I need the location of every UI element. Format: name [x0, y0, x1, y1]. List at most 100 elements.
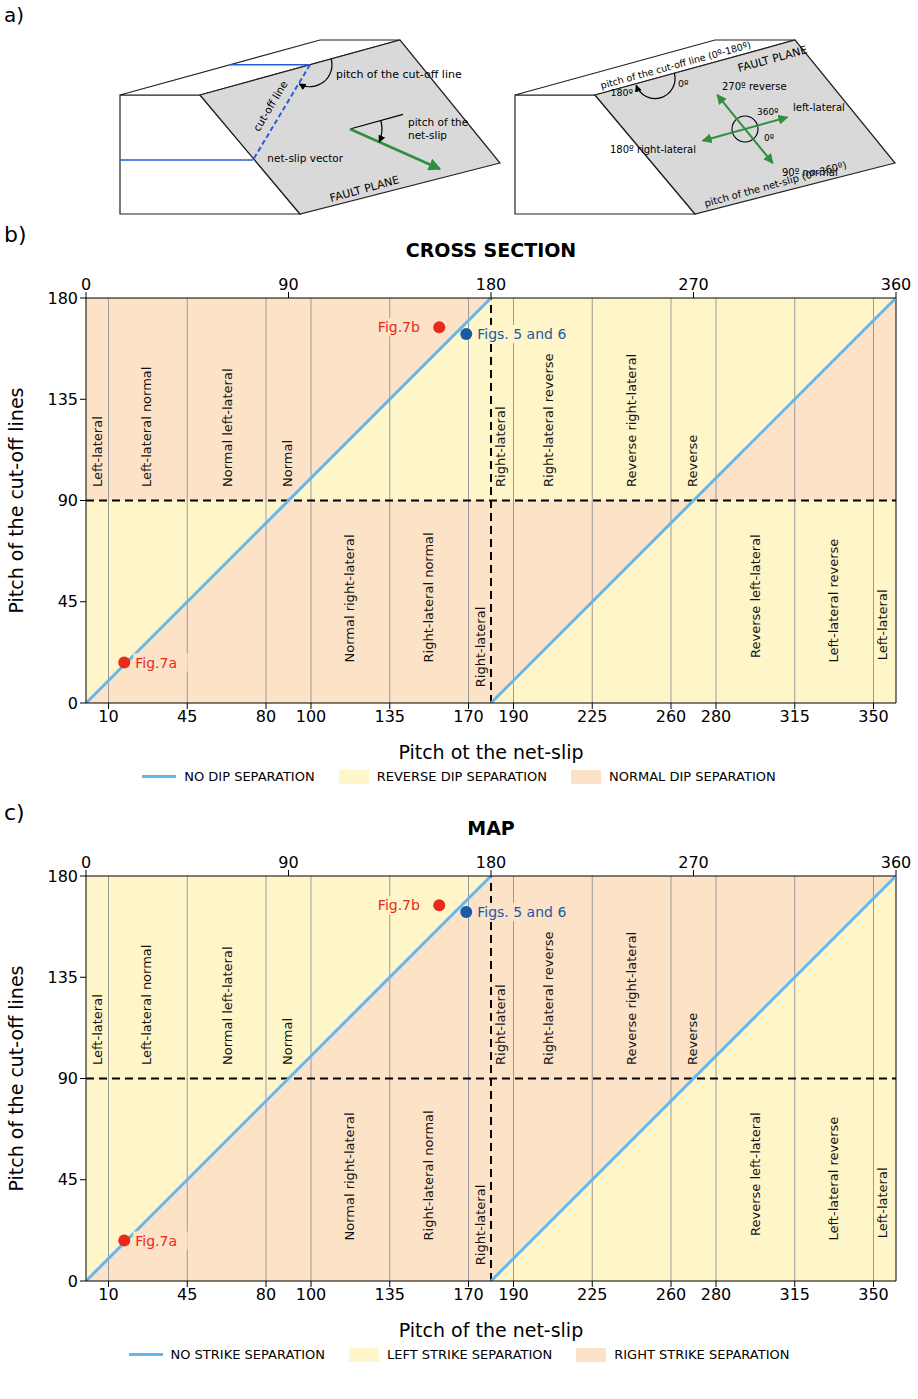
svg-text:FAULT PLANE: FAULT PLANE [328, 173, 400, 205]
svg-text:360: 360 [881, 275, 912, 294]
svg-text:280: 280 [701, 707, 732, 726]
svg-text:Left-lateral: Left-lateral [875, 590, 890, 661]
svg-text:280: 280 [701, 1285, 732, 1304]
svg-text:Normal left-lateral: Normal left-lateral [220, 368, 235, 487]
svg-text:90: 90 [58, 491, 78, 510]
svg-text:Reverse left-lateral: Reverse left-lateral [748, 534, 763, 658]
svg-text:Figs. 5 and 6: Figs. 5 and 6 [477, 904, 566, 920]
svg-text:135: 135 [374, 707, 405, 726]
svg-text:0: 0 [81, 275, 91, 294]
svg-text:Right-lateral: Right-lateral [473, 1185, 488, 1266]
svg-text:350: 350 [858, 707, 889, 726]
svg-text:10: 10 [98, 707, 118, 726]
svg-text:Fig.7a: Fig.7a [135, 1233, 177, 1249]
svg-text:270: 270 [678, 275, 709, 294]
svg-text:left-lateral: left-lateral [793, 102, 845, 113]
svg-text:0º: 0º [678, 78, 689, 89]
svg-text:Right-lateral reverse: Right-lateral reverse [541, 931, 556, 1065]
svg-text:190: 190 [498, 1285, 529, 1304]
svg-text:260: 260 [656, 1285, 687, 1304]
svg-text:10: 10 [98, 1285, 118, 1304]
svg-text:180º right-lateral: 180º right-lateral [610, 144, 696, 155]
svg-text:90: 90 [278, 853, 298, 872]
svg-text:100: 100 [296, 707, 327, 726]
svg-text:Left-lateral: Left-lateral [875, 1168, 890, 1239]
svg-text:Left-lateral reverse: Left-lateral reverse [826, 539, 841, 663]
svg-text:315: 315 [779, 707, 810, 726]
svg-text:Figs. 5 and 6: Figs. 5 and 6 [477, 326, 566, 342]
svg-text:180º: 180º [610, 87, 633, 98]
svg-text:pitch of the cut-off line: pitch of the cut-off line [336, 68, 462, 81]
svg-text:Pitch ot the net-slip: Pitch ot the net-slip [398, 741, 583, 763]
svg-text:0º: 0º [764, 133, 774, 143]
svg-text:Fig.7b: Fig.7b [378, 319, 420, 335]
svg-text:Normal right-lateral: Normal right-lateral [342, 1112, 357, 1240]
svg-text:net-slip: net-slip [408, 129, 447, 141]
svg-text:Pitch of the net-slip: Pitch of the net-slip [399, 1319, 583, 1341]
svg-text:225: 225 [577, 707, 608, 726]
svg-text:360: 360 [881, 853, 912, 872]
svg-text:Reverse right-lateral: Reverse right-lateral [624, 932, 639, 1065]
svg-text:135: 135 [374, 1285, 405, 1304]
svg-text:0: 0 [68, 1272, 78, 1291]
svg-text:Pitch of the cut-off lines: Pitch of the cut-off lines [5, 966, 27, 1192]
svg-text:Reverse: Reverse [685, 435, 700, 487]
svg-text:Right-lateral normal: Right-lateral normal [421, 532, 436, 662]
svg-text:90: 90 [58, 1069, 78, 1088]
svg-text:Reverse left-lateral: Reverse left-lateral [748, 1112, 763, 1236]
svg-text:net-slip vector: net-slip vector [267, 152, 343, 164]
svg-text:a): a) [4, 3, 24, 27]
svg-text:Right-lateral reverse: Right-lateral reverse [541, 353, 556, 487]
svg-text:360º: 360º [757, 107, 778, 117]
svg-text:90: 90 [278, 275, 298, 294]
svg-text:45: 45 [58, 1170, 78, 1189]
svg-text:45: 45 [177, 707, 197, 726]
svg-text:350: 350 [858, 1285, 889, 1304]
svg-text:Fig.7b: Fig.7b [378, 897, 420, 913]
svg-text:pitch of the cut-off line (0º-: pitch of the cut-off line (0º-180º) [599, 39, 753, 91]
svg-text:180: 180 [476, 853, 507, 872]
svg-text:190: 190 [498, 707, 529, 726]
svg-text:80: 80 [256, 1285, 276, 1304]
svg-text:Right-lateral: Right-lateral [473, 607, 488, 688]
svg-text:80: 80 [256, 707, 276, 726]
svg-text:Normal: Normal [280, 1018, 295, 1065]
svg-text:cut-off line: cut-off line [250, 79, 289, 134]
svg-text:Left-lateral: Left-lateral [90, 994, 105, 1065]
svg-text:270º reverse: 270º reverse [722, 81, 787, 92]
svg-text:FAULT PLANE: FAULT PLANE [736, 43, 808, 75]
svg-text:45: 45 [177, 1285, 197, 1304]
svg-text:45: 45 [58, 592, 78, 611]
svg-text:Reverse: Reverse [685, 1013, 700, 1065]
svg-text:Left-lateral normal: Left-lateral normal [139, 367, 154, 487]
svg-text:170: 170 [453, 1285, 484, 1304]
svg-text:180: 180 [47, 867, 78, 886]
svg-text:Right-lateral normal: Right-lateral normal [421, 1110, 436, 1240]
svg-text:0: 0 [81, 853, 91, 872]
svg-text:225: 225 [577, 1285, 608, 1304]
html-text:b): b) [4, 222, 27, 247]
svg-text:Left-lateral normal: Left-lateral normal [139, 945, 154, 1065]
svg-text:270: 270 [678, 853, 709, 872]
svg-text:Left-lateral: Left-lateral [90, 416, 105, 487]
svg-text:pitch of the: pitch of the [408, 116, 468, 128]
svg-text:135: 135 [47, 390, 78, 409]
svg-text:Left-lateral reverse: Left-lateral reverse [826, 1117, 841, 1241]
svg-text:100: 100 [296, 1285, 327, 1304]
svg-text:135: 135 [47, 968, 78, 987]
svg-text:Pitch of the cut-off lines: Pitch of the cut-off lines [5, 388, 27, 614]
svg-text:315: 315 [779, 1285, 810, 1304]
svg-text:180: 180 [47, 289, 78, 308]
svg-text:pitch of the net-slip (0º-360º: pitch of the net-slip (0º-360º) [703, 159, 848, 209]
svg-text:Normal left-lateral: Normal left-lateral [220, 946, 235, 1065]
svg-text:170: 170 [453, 707, 484, 726]
svg-text:Normal right-lateral: Normal right-lateral [342, 534, 357, 662]
svg-text:Reverse right-lateral: Reverse right-lateral [624, 354, 639, 487]
svg-text:0: 0 [68, 694, 78, 713]
svg-text:Right-lateral: Right-lateral [493, 984, 508, 1065]
svg-text:260: 260 [656, 707, 687, 726]
svg-text:Fig.7a: Fig.7a [135, 655, 177, 671]
svg-text:Right-lateral: Right-lateral [493, 406, 508, 487]
svg-text:180: 180 [476, 275, 507, 294]
svg-text:Normal: Normal [280, 440, 295, 487]
